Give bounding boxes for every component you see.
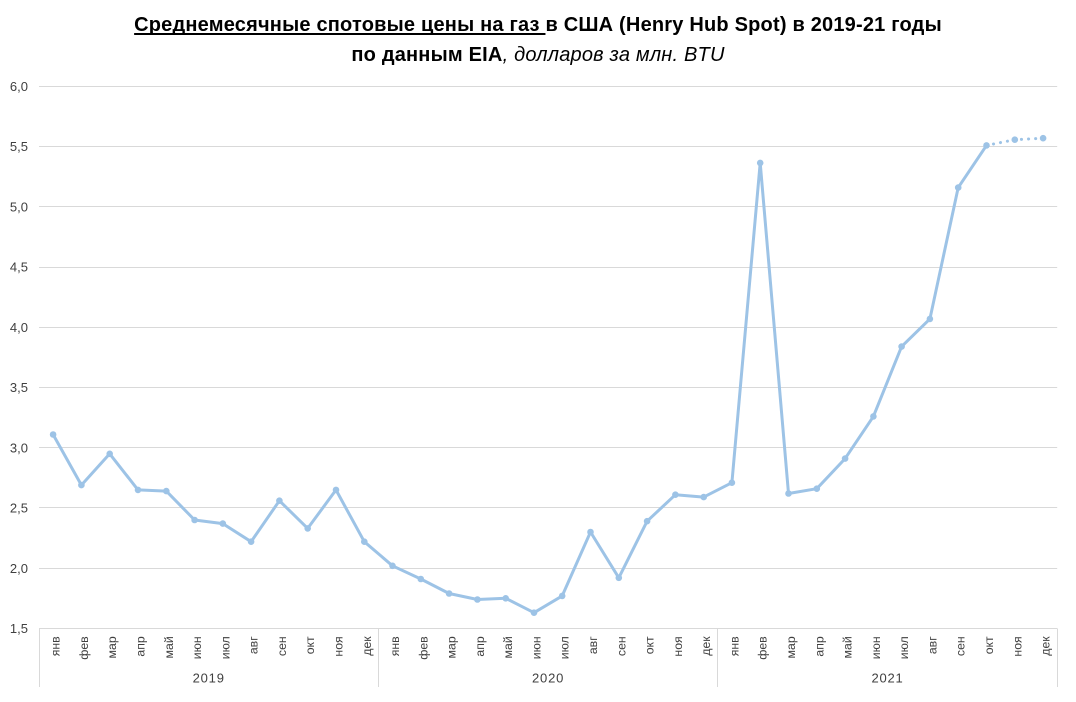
svg-text:мар: мар	[105, 636, 119, 658]
svg-text:3,5: 3,5	[10, 380, 28, 395]
svg-text:сен: сен	[954, 636, 968, 656]
svg-text:мар: мар	[445, 636, 459, 658]
svg-text:2021: 2021	[871, 671, 903, 686]
svg-text:дек: дек	[699, 636, 713, 656]
svg-text:апр: апр	[473, 636, 487, 656]
svg-text:сен: сен	[614, 636, 628, 656]
svg-text:ноя: ноя	[1010, 636, 1024, 656]
svg-text:окт: окт	[643, 636, 657, 654]
svg-text:янв: янв	[49, 636, 63, 656]
svg-text:май: май	[162, 636, 176, 658]
svg-text:июл: июл	[558, 636, 572, 659]
svg-text:5,0: 5,0	[10, 199, 28, 214]
svg-text:фев: фев	[756, 636, 770, 660]
svg-text:июл: июл	[897, 636, 911, 659]
svg-text:июл: июл	[218, 636, 232, 659]
svg-text:окт: окт	[982, 636, 996, 654]
svg-text:дек: дек	[360, 636, 374, 656]
svg-text:май: май	[841, 636, 855, 658]
svg-text:авг: авг	[925, 636, 939, 654]
svg-text:ноя: ноя	[332, 636, 346, 656]
svg-text:авг: авг	[586, 636, 600, 654]
svg-text:3,0: 3,0	[10, 440, 28, 455]
svg-text:2,5: 2,5	[10, 501, 28, 516]
svg-text:4,0: 4,0	[10, 320, 28, 335]
svg-text:2019: 2019	[193, 671, 225, 686]
svg-text:июн: июн	[530, 636, 544, 659]
svg-text:янв: янв	[727, 636, 741, 656]
svg-text:янв: янв	[388, 636, 402, 656]
svg-text:1,5: 1,5	[10, 621, 28, 636]
svg-text:апр: апр	[812, 636, 826, 656]
svg-text:окт: окт	[303, 636, 317, 654]
svg-text:дек: дек	[1039, 636, 1053, 656]
svg-text:авг: авг	[247, 636, 261, 654]
svg-text:4,5: 4,5	[10, 260, 28, 275]
svg-text:5,5: 5,5	[10, 139, 28, 154]
svg-text:фев: фев	[77, 636, 91, 660]
svg-text:фев: фев	[416, 636, 430, 660]
svg-text:2,0: 2,0	[10, 561, 28, 576]
svg-text:апр: апр	[134, 636, 148, 656]
svg-text:июн: июн	[190, 636, 204, 659]
svg-text:6,0: 6,0	[10, 79, 28, 94]
svg-text:2020: 2020	[532, 671, 564, 686]
svg-text:мар: мар	[784, 636, 798, 658]
svg-text:май: май	[501, 636, 515, 658]
svg-text:сен: сен	[275, 636, 289, 656]
svg-text:ноя: ноя	[671, 636, 685, 656]
svg-text:июн: июн	[869, 636, 883, 659]
